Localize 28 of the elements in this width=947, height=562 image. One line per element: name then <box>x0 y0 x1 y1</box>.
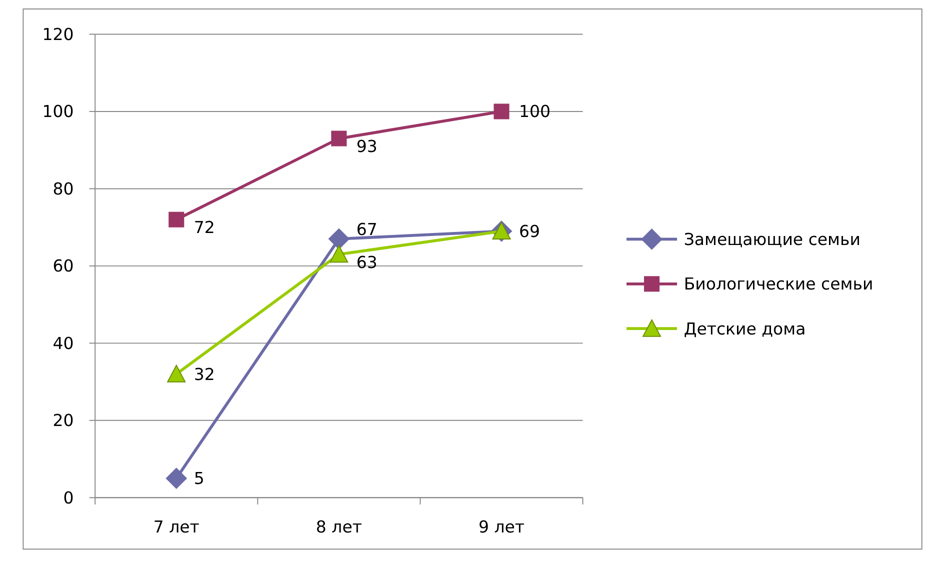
data-label: 32 <box>194 364 215 384</box>
y-tick-label: 0 <box>63 488 74 508</box>
y-tick-label: 100 <box>42 102 74 122</box>
y-tick-label: 120 <box>42 25 74 44</box>
point <box>168 212 184 228</box>
data-label: 72 <box>194 218 215 238</box>
x-tick-label: 7 лет <box>153 518 200 537</box>
point <box>494 104 510 120</box>
point <box>167 364 186 382</box>
y-tick-label: 40 <box>52 334 74 353</box>
x-tick-label: 8 лет <box>316 518 362 537</box>
point <box>328 228 350 250</box>
data-label: 93 <box>356 137 378 156</box>
data-label: 69 <box>519 222 540 241</box>
point <box>331 130 347 146</box>
point <box>330 245 348 263</box>
data-label: 67 <box>356 220 378 239</box>
data-label: 63 <box>356 252 378 272</box>
y-tick-label: 60 <box>52 256 74 276</box>
data-label: 100 <box>519 102 550 122</box>
legend-label: Замещающие семьи <box>684 230 860 250</box>
legend-label: Детские дома <box>684 319 806 338</box>
data-label: 5 <box>194 469 204 488</box>
point <box>166 468 188 490</box>
y-tick-label: 20 <box>52 411 74 430</box>
legend-label: Биологические семьи <box>684 274 874 294</box>
y-tick-label: 80 <box>52 179 74 198</box>
x-tick-label: 9 лет <box>478 518 525 537</box>
